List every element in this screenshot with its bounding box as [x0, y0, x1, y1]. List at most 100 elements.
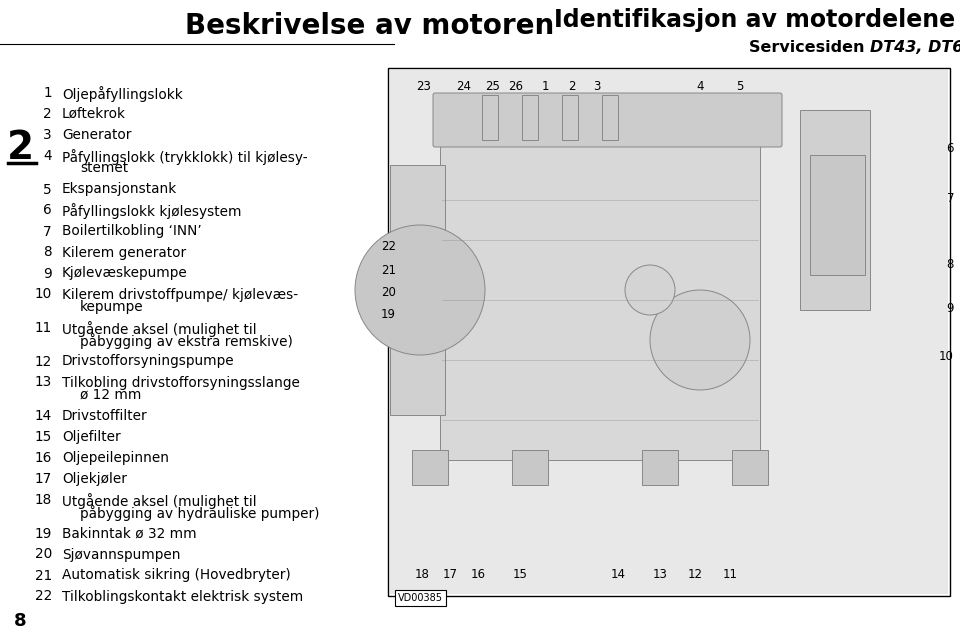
- Text: ø 12 mm: ø 12 mm: [80, 388, 141, 402]
- Text: 11: 11: [723, 567, 737, 581]
- Bar: [388, 68, 950, 596]
- Bar: [440, 130, 760, 460]
- Text: 18: 18: [415, 567, 429, 581]
- Bar: [482, 95, 498, 140]
- Text: Tilkoblingskontakt elektrisk system: Tilkoblingskontakt elektrisk system: [62, 590, 303, 604]
- Text: 15: 15: [35, 430, 52, 444]
- Circle shape: [355, 225, 485, 355]
- Text: påbygging av ekstra remskive): påbygging av ekstra remskive): [80, 334, 293, 350]
- Text: Kilerem generator: Kilerem generator: [62, 246, 186, 260]
- Text: 21: 21: [35, 568, 52, 582]
- Text: 2: 2: [568, 80, 576, 93]
- Bar: [732, 450, 768, 485]
- Text: 5: 5: [736, 80, 744, 93]
- Text: Drivstofforsyningspumpe: Drivstofforsyningspumpe: [62, 355, 234, 369]
- Text: kepumpe: kepumpe: [80, 300, 144, 314]
- Text: 7: 7: [947, 191, 954, 205]
- Text: Automatisk sikring (Hovedbryter): Automatisk sikring (Hovedbryter): [62, 568, 291, 582]
- Bar: [512, 450, 548, 485]
- Bar: [800, 110, 870, 310]
- Text: 7: 7: [43, 225, 52, 239]
- Circle shape: [625, 265, 675, 315]
- Text: 1: 1: [43, 86, 52, 100]
- Text: Oljepeilepinnen: Oljepeilepinnen: [62, 451, 169, 465]
- Text: 14: 14: [611, 567, 626, 581]
- Text: Kjølevæskepumpe: Kjølevæskepumpe: [62, 267, 188, 281]
- Text: 17: 17: [443, 567, 458, 581]
- Text: 16: 16: [35, 451, 52, 465]
- Text: 13: 13: [35, 376, 52, 390]
- Text: Boilertilkobling ‘INN’: Boilertilkobling ‘INN’: [62, 225, 202, 239]
- Bar: [390, 70, 948, 594]
- Text: 1: 1: [541, 80, 549, 93]
- Text: påbygging av hydrauliske pumper): påbygging av hydrauliske pumper): [80, 505, 320, 521]
- Text: 8: 8: [43, 246, 52, 260]
- Text: 22: 22: [381, 239, 396, 253]
- Text: 12: 12: [687, 567, 703, 581]
- Text: Servicesiden: Servicesiden: [749, 40, 870, 56]
- Text: 20: 20: [381, 286, 396, 299]
- Text: 13: 13: [653, 567, 667, 581]
- Text: 11: 11: [35, 321, 52, 335]
- Text: Drivstoffilter: Drivstoffilter: [62, 409, 148, 423]
- Text: 26: 26: [509, 80, 523, 93]
- Text: Oljepåfyllingslokk: Oljepåfyllingslokk: [62, 86, 182, 102]
- Text: 24: 24: [457, 80, 471, 93]
- Text: 10: 10: [35, 288, 52, 302]
- Text: DT43, DT64: DT43, DT64: [870, 40, 960, 56]
- Text: Generator: Generator: [62, 128, 132, 142]
- Bar: [390, 165, 445, 415]
- Text: 19: 19: [35, 526, 52, 540]
- Text: 4: 4: [43, 149, 52, 163]
- Text: 3: 3: [43, 128, 52, 142]
- Text: Ekspansjonstank: Ekspansjonstank: [62, 182, 178, 197]
- Text: 23: 23: [417, 80, 431, 93]
- Text: 9: 9: [43, 267, 52, 281]
- Text: Identifikasjon av motordelene: Identifikasjon av motordelene: [554, 8, 955, 32]
- Text: stemet: stemet: [80, 161, 128, 175]
- Text: Utgående aksel (mulighet til: Utgående aksel (mulighet til: [62, 321, 256, 337]
- Text: Beskrivelse av motoren: Beskrivelse av motoren: [185, 12, 554, 40]
- Text: 4: 4: [696, 80, 704, 93]
- Text: 6: 6: [43, 204, 52, 218]
- Text: 21: 21: [381, 263, 396, 276]
- Text: Utgående aksel (mulighet til: Utgående aksel (mulighet til: [62, 493, 256, 509]
- Text: Løftekrok: Løftekrok: [62, 107, 126, 121]
- Bar: [562, 95, 578, 140]
- Bar: [642, 450, 678, 485]
- Text: 9: 9: [947, 302, 954, 315]
- Text: 8: 8: [13, 612, 26, 630]
- Text: 17: 17: [35, 472, 52, 486]
- Text: 18: 18: [35, 493, 52, 507]
- Text: 12: 12: [35, 355, 52, 369]
- Text: 25: 25: [486, 80, 500, 93]
- Text: VD00385: VD00385: [398, 593, 443, 603]
- Text: 10: 10: [939, 350, 954, 362]
- Text: Påfyllingslokk (trykklokk) til kjølesy-: Påfyllingslokk (trykklokk) til kjølesy-: [62, 149, 307, 165]
- Text: Tilkobling drivstofforsyningsslange: Tilkobling drivstofforsyningsslange: [62, 376, 300, 390]
- Text: 6: 6: [947, 142, 954, 154]
- Circle shape: [650, 290, 750, 390]
- Text: Oljefilter: Oljefilter: [62, 430, 121, 444]
- Text: 8: 8: [947, 258, 954, 272]
- Bar: [522, 95, 538, 140]
- Text: 2: 2: [7, 129, 34, 167]
- Text: 22: 22: [35, 590, 52, 604]
- Bar: [602, 95, 618, 140]
- Text: 16: 16: [470, 567, 486, 581]
- FancyBboxPatch shape: [433, 93, 782, 147]
- Text: 15: 15: [513, 567, 527, 581]
- Text: Kilerem drivstoffpumpe/ kjølevæs-: Kilerem drivstoffpumpe/ kjølevæs-: [62, 288, 299, 302]
- Bar: [810, 155, 865, 275]
- Text: Oljekjøler: Oljekjøler: [62, 472, 127, 486]
- Text: 3: 3: [593, 80, 601, 93]
- Text: 19: 19: [381, 309, 396, 322]
- Text: Bakinntak ø 32 mm: Bakinntak ø 32 mm: [62, 526, 197, 540]
- Text: 14: 14: [35, 409, 52, 423]
- Text: Påfyllingslokk kjølesystem: Påfyllingslokk kjølesystem: [62, 204, 242, 219]
- Bar: [412, 450, 448, 485]
- Text: 20: 20: [35, 547, 52, 561]
- Text: 2: 2: [43, 107, 52, 121]
- Text: Sjøvannspumpen: Sjøvannspumpen: [62, 547, 180, 561]
- Text: 5: 5: [43, 182, 52, 197]
